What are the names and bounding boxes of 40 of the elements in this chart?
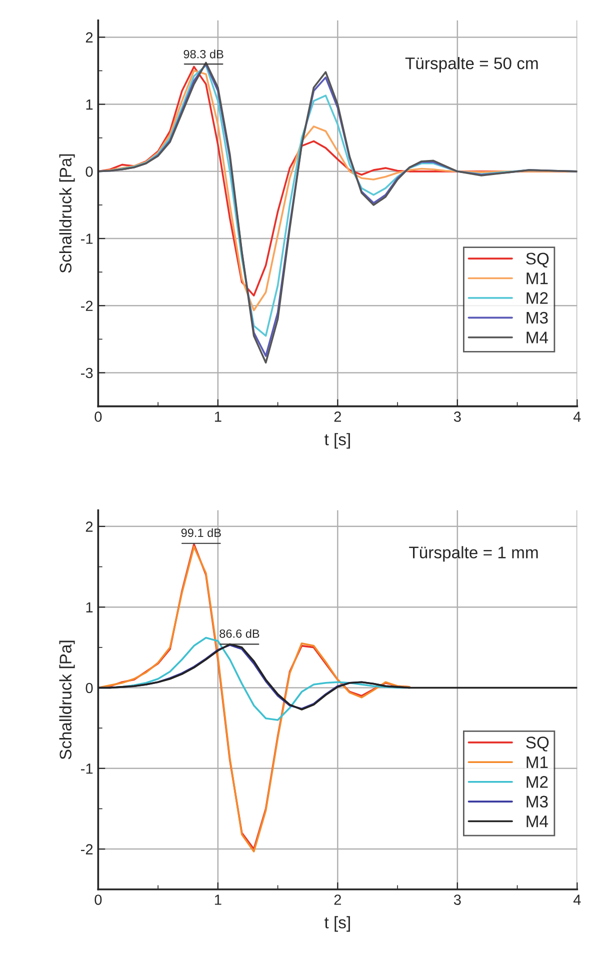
y-tick-label: 2 bbox=[86, 32, 93, 42]
legend-label: M4 bbox=[526, 332, 548, 344]
x-tick-label: 3 bbox=[454, 894, 461, 905]
x-tick-label: 2 bbox=[334, 894, 341, 905]
x-tick-label: 1 bbox=[214, 412, 222, 422]
legend-label: SQ bbox=[526, 736, 549, 752]
x-tick-label: 0 bbox=[94, 894, 102, 905]
x-tick-label: 0 bbox=[94, 412, 102, 422]
x-tick-label: 2 bbox=[334, 412, 341, 422]
legend-label: SQ bbox=[526, 252, 549, 268]
y-tick-label: -1 bbox=[80, 234, 93, 244]
y-tick-label: -1 bbox=[80, 764, 93, 774]
annotation: 98.3 dB bbox=[184, 50, 224, 58]
y-tick-label: 2 bbox=[86, 522, 93, 532]
legend-label: M3 bbox=[526, 312, 548, 324]
x-tick-label: 1 bbox=[214, 894, 222, 905]
x-axis-title: t [s] bbox=[324, 433, 350, 449]
legend-label: M3 bbox=[526, 796, 548, 808]
x-tick-label: 4 bbox=[573, 894, 581, 905]
y-tick-label: -2 bbox=[80, 300, 93, 311]
annotation: 86.6 dB bbox=[220, 629, 260, 638]
y-tick-label: 0 bbox=[86, 166, 93, 177]
y-tick-label: -3 bbox=[80, 368, 93, 378]
legend-label: M4 bbox=[526, 816, 548, 828]
x-tick-label: 3 bbox=[454, 412, 461, 422]
legend-label: M2 bbox=[526, 292, 548, 304]
y-tick-label: 1 bbox=[86, 602, 93, 612]
x-axis-title: t [s] bbox=[324, 916, 350, 932]
legend-label: M1 bbox=[526, 272, 548, 284]
text: Türspalte = 1 mm bbox=[409, 546, 538, 562]
y-axis-title: Schalldruck [Pa] bbox=[59, 154, 75, 273]
legend-label: M1 bbox=[526, 756, 548, 768]
y-tick-label: 0 bbox=[86, 682, 93, 694]
y-axis-title: Schalldruck [Pa] bbox=[59, 640, 75, 760]
y-tick-label: -2 bbox=[80, 844, 93, 854]
legend-label: M2 bbox=[526, 776, 548, 788]
text: Türspalte = 50 cm bbox=[405, 57, 538, 73]
x-tick-label: 4 bbox=[573, 412, 581, 422]
annotation: 99.1 dB bbox=[181, 528, 221, 537]
y-tick-label: 1 bbox=[86, 100, 93, 110]
